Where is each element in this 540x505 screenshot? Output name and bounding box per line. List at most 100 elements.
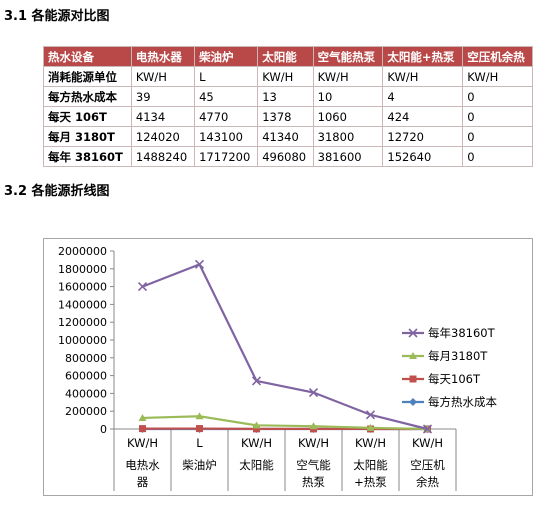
table-header-cell: 电热水器 [130, 46, 196, 67]
table-header-cell: 空气能热泵 [312, 46, 384, 67]
table-cell: 4770 [194, 106, 259, 127]
category-name-label: 太阳能 [239, 458, 274, 472]
table-row: 每方热水成本 39 45 13 10 4 0 [43, 86, 533, 107]
category-name-label: 柴油炉 [182, 458, 217, 472]
data-point-triangle-marker [252, 421, 261, 429]
y-tick-label: 1600000 [58, 281, 107, 294]
table-cell: 39 [130, 86, 196, 107]
legend-label: 每天106T [428, 372, 481, 386]
table-cell: 0 [462, 146, 533, 167]
table-row: 每天 106T 4134 4770 1378 1060 424 0 [43, 106, 533, 127]
table-cell: 45 [194, 86, 259, 107]
y-tick-label: 1000000 [58, 334, 107, 347]
table-cell: 0 [462, 106, 533, 127]
table-header-cell: 空压机余热 [462, 46, 533, 67]
y-tick-label: 600000 [65, 370, 107, 383]
series-line [142, 262, 428, 431]
table-cell: KW/H [312, 66, 384, 87]
data-point-x-marker [308, 387, 319, 398]
y-tick-label: 200000 [65, 405, 107, 418]
section-heading-comparison: 3.1 各能源对比图 [4, 9, 110, 24]
table-row-header: 消耗能源单位 [43, 66, 132, 87]
y-tick-label: 0 [100, 423, 107, 436]
data-point-triangle-marker [409, 352, 417, 359]
table-cell: 1060 [312, 106, 384, 127]
table-row-header: 每年 38160T [43, 146, 132, 167]
table-cell: 41340 [257, 126, 314, 147]
y-tick-label: 1200000 [58, 316, 107, 329]
table-row: 每年 38160T 1488240 1717200 496080 381600 15264… [43, 146, 533, 167]
table-cell: L [194, 66, 259, 87]
table-cell: 424 [382, 106, 464, 127]
table-cell: 13 [257, 86, 314, 107]
legend-label: 每年38160T [428, 326, 496, 340]
category-name-label: 电热水 [125, 458, 160, 472]
energy-line-chart: 2000000180000016000001400000120000010000… [58, 245, 497, 491]
data-point-x-marker [194, 259, 205, 269]
data-point-x-marker [251, 376, 262, 386]
table-cell: 10 [312, 86, 384, 107]
table-cell: 496080 [257, 146, 314, 167]
table-row-header: 每方热水成本 [43, 86, 132, 107]
category-unit-label: KW/H [127, 436, 158, 450]
table-header-cell: 太阳能+热泵 [382, 46, 464, 67]
category-name-label: 余热 [416, 475, 439, 489]
category-name-label: 太阳能 [353, 458, 388, 472]
table-cell: KW/H [462, 66, 533, 87]
category-name-label: 空压机 [410, 458, 445, 472]
table-cell: 0 [462, 86, 533, 107]
legend-label: 每方热水成本 [428, 395, 497, 409]
data-point-x-marker [137, 282, 148, 292]
data-point-square-marker [196, 425, 203, 433]
table-cell: 381600 [312, 146, 384, 167]
table-header-row: 热水设备 电热水器 柴油炉 太阳能 空气能热泵 太阳能+热泵 空压机余热 [43, 46, 533, 67]
table-cell: 4134 [130, 106, 196, 127]
y-tick-label: 1400000 [58, 298, 107, 311]
table-row-header: 每月 3180T [43, 126, 132, 147]
category-unit-label: KW/H [241, 436, 272, 450]
data-point-diamond-marker [409, 398, 417, 406]
table-cell: 1488240 [130, 146, 196, 167]
y-tick-label: 400000 [65, 387, 107, 400]
series-line [142, 415, 428, 431]
table-cell: 0 [462, 126, 533, 147]
legend-label: 每月3180T [428, 349, 488, 363]
data-point-square-marker [139, 425, 146, 433]
data-point-x-marker [365, 410, 376, 420]
data-point-triangle-marker [309, 422, 318, 430]
energy-comparison-table: 热水设备 电热水器 柴油炉 太阳能 空气能热泵 太阳能+热泵 空压机余热 消耗能源单位 KW/H… [43, 46, 533, 167]
category-unit-label: KW/H [298, 436, 329, 450]
table-cell: 12720 [382, 126, 464, 147]
table-header-cell: 太阳能 [257, 46, 314, 67]
table-header-cell: 热水设备 [43, 46, 132, 67]
table-cell: 1378 [257, 106, 314, 127]
table-row: 每月 3180T 124020 143100 41340 31800 12720 0 [43, 126, 533, 147]
table-cell: KW/H [130, 66, 196, 87]
table-cell: 1717200 [194, 146, 259, 167]
table-row-header: 每天 106T [43, 106, 132, 127]
category-unit-label: KW/H [355, 436, 386, 450]
category-unit-label: KW/H [412, 436, 443, 450]
table-cell: KW/H [257, 66, 314, 87]
table-header-cell: 柴油炉 [194, 46, 259, 67]
table-cell: 143100 [194, 126, 259, 147]
category-name-label: 器 [137, 475, 149, 489]
data-point-triangle-marker [138, 413, 147, 421]
table-cell: 4 [382, 86, 464, 107]
y-tick-label: 800000 [65, 352, 107, 365]
category-name-label: 空气能 [296, 458, 331, 472]
data-point-square-marker [253, 425, 260, 433]
section-heading-line-chart: 3.2 各能源折线图 [4, 184, 110, 199]
category-name-label: 热泵 [302, 475, 325, 489]
y-tick-label: 1800000 [58, 263, 107, 276]
category-name-label: +热泵 [354, 475, 387, 489]
y-tick-label: 2000000 [58, 245, 107, 258]
table-cell: KW/H [382, 66, 464, 87]
line-chart-frame: 2000000 1800000 1600000 1400000 1200000 10000… [43, 238, 533, 496]
data-point-x-marker [408, 328, 418, 338]
category-unit-label: L [196, 436, 203, 450]
data-point-x-marker [422, 424, 433, 434]
table-cell: 152640 [382, 146, 464, 167]
table-cell: 124020 [130, 126, 196, 147]
data-point-triangle-marker [195, 412, 204, 420]
